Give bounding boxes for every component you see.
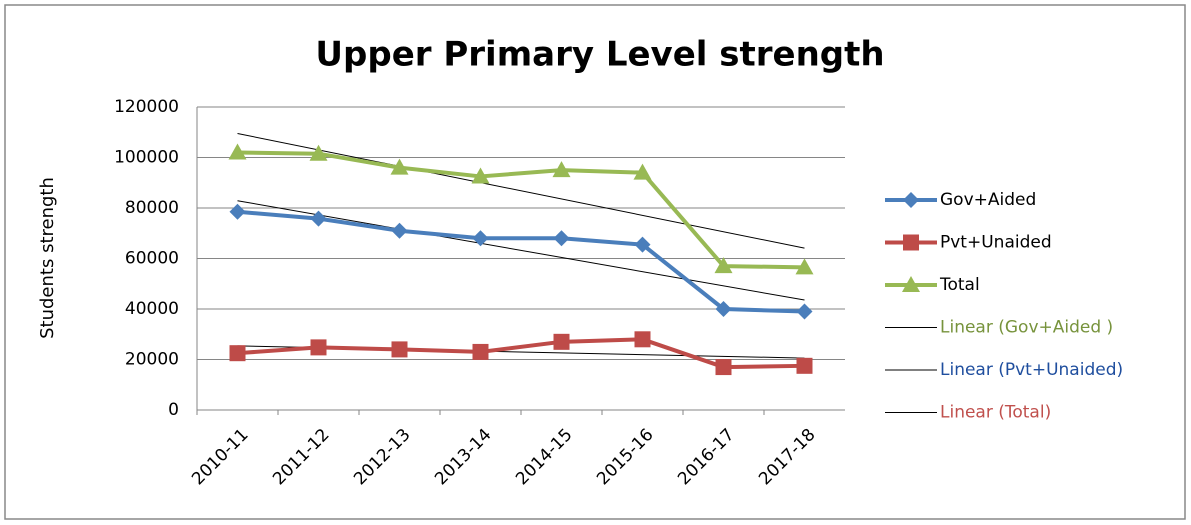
legend-label: Gov+Aided (940, 190, 1036, 210)
y-tick-label: 100000 (114, 148, 179, 168)
marker (310, 210, 327, 227)
legend-label: Linear (Gov+Aided ) (940, 318, 1113, 338)
legend-label: Total (939, 275, 980, 295)
marker (309, 144, 328, 161)
marker (903, 192, 919, 208)
legend-label: Linear (Pvt+Unaided) (940, 360, 1123, 380)
marker (391, 341, 408, 358)
marker (229, 345, 246, 362)
trendline (237, 133, 805, 249)
chart-title: Upper Primary Level strength (315, 35, 884, 75)
y-tick-label: 60000 (125, 249, 179, 269)
marker (633, 163, 652, 180)
trendline (237, 200, 805, 301)
series-line (237, 150, 805, 270)
y-tick-label: 80000 (125, 198, 179, 218)
marker (229, 203, 246, 220)
chart-frame (4, 4, 1186, 520)
marker (714, 257, 733, 274)
marker (634, 236, 651, 253)
legend-label: Pvt+Unaided (940, 233, 1052, 253)
marker (795, 258, 814, 275)
marker (796, 357, 813, 374)
marker (391, 222, 408, 239)
series-line (237, 337, 805, 370)
marker (390, 158, 409, 175)
marker (310, 339, 327, 356)
marker (553, 230, 570, 247)
y-tick-label: 120000 (114, 97, 179, 117)
y-tick-label: 20000 (125, 350, 179, 370)
marker (228, 143, 247, 160)
marker (553, 333, 570, 350)
marker (472, 343, 489, 360)
marker (552, 161, 571, 178)
y-tick-label: 40000 (125, 299, 179, 319)
legend-label: Linear (Total) (940, 403, 1051, 423)
marker (471, 167, 490, 184)
y-tick-label: 0 (168, 400, 179, 420)
marker (715, 301, 732, 317)
marker (472, 230, 489, 247)
series-line (237, 209, 805, 314)
y-axis-label: Students strength (37, 177, 58, 339)
marker (902, 276, 920, 292)
marker (796, 303, 813, 320)
marker (715, 359, 732, 376)
marker (903, 234, 919, 251)
marker (634, 331, 651, 348)
